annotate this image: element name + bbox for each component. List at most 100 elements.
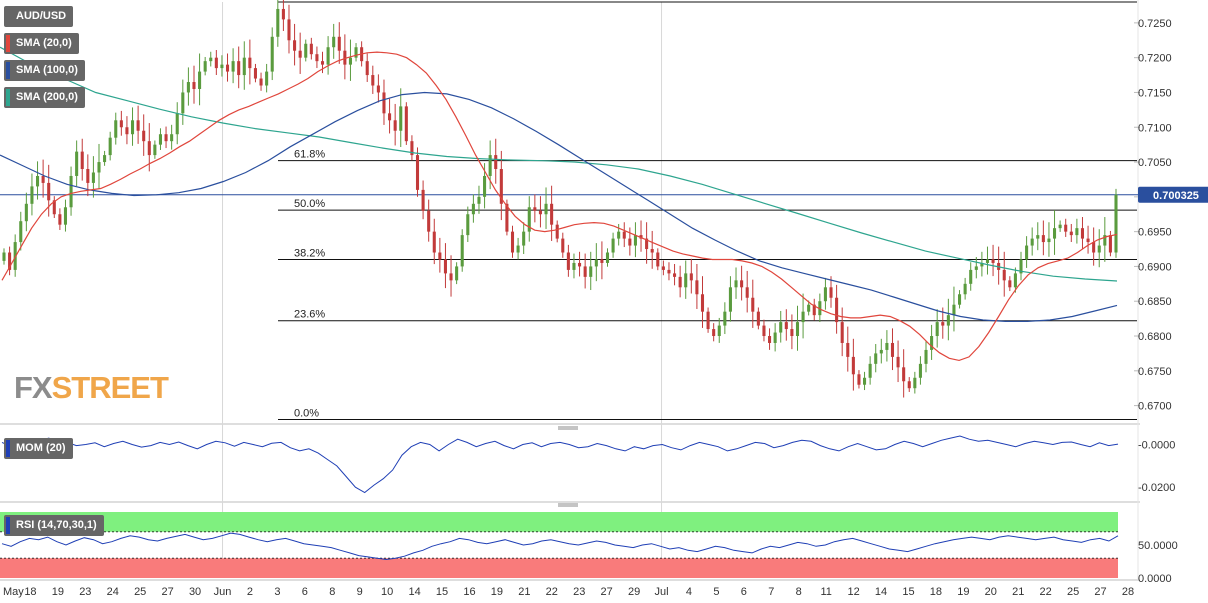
legend-sma20[interactable]: SMA (20,0) bbox=[4, 33, 79, 54]
candle-body bbox=[114, 120, 118, 138]
candle-body bbox=[600, 259, 604, 263]
candle bbox=[538, 196, 542, 228]
x-tick-label: 14 bbox=[408, 586, 420, 598]
candle-body bbox=[248, 57, 252, 69]
candle-body bbox=[24, 203, 28, 222]
candle-body bbox=[1075, 228, 1079, 236]
candle bbox=[332, 23, 336, 59]
candle bbox=[1058, 220, 1062, 232]
y-tick-label: 0.7250 bbox=[1138, 18, 1172, 30]
candle bbox=[63, 199, 68, 232]
mom-y-tick-label: -0.0200 bbox=[1138, 482, 1175, 494]
candle bbox=[516, 237, 520, 260]
y-tick-label: 0.6850 bbox=[1138, 296, 1172, 308]
candle bbox=[449, 255, 453, 297]
candle-body bbox=[583, 266, 587, 277]
candle bbox=[874, 344, 878, 373]
candle bbox=[1092, 227, 1096, 266]
x-tick-label: 21 bbox=[1012, 586, 1024, 598]
candle-body bbox=[58, 214, 62, 225]
x-tick-label: 27 bbox=[1094, 586, 1106, 598]
fibonacci-level-label: 61.8% bbox=[294, 149, 325, 161]
legend-sma100[interactable]: SMA (100,0) bbox=[4, 60, 85, 81]
candle bbox=[896, 340, 900, 383]
x-tick-label: 7 bbox=[768, 586, 774, 598]
candle bbox=[1041, 220, 1045, 256]
x-tick-label: 19 bbox=[491, 586, 503, 598]
candle-body bbox=[393, 120, 397, 131]
candle bbox=[695, 263, 699, 309]
fibonacci-level-label: 50.0% bbox=[294, 198, 325, 210]
candle-body bbox=[611, 238, 615, 253]
candle bbox=[103, 150, 107, 166]
candle bbox=[175, 102, 179, 145]
candle-body bbox=[2, 252, 6, 261]
candle-body bbox=[645, 238, 649, 250]
candle bbox=[2, 248, 6, 265]
legend-sma200[interactable]: SMA (200,0) bbox=[4, 87, 85, 108]
candle bbox=[404, 102, 408, 145]
candle bbox=[293, 23, 297, 66]
candle-body bbox=[633, 235, 637, 246]
candle-body bbox=[1114, 194, 1118, 253]
candle-body bbox=[41, 175, 45, 183]
indicator-layer bbox=[0, 435, 1119, 578]
candle-body bbox=[533, 207, 537, 211]
candle bbox=[52, 196, 56, 218]
candle-body bbox=[974, 266, 978, 270]
candle bbox=[645, 222, 649, 264]
candle bbox=[717, 317, 721, 343]
candle bbox=[19, 211, 23, 251]
candle-body bbox=[958, 294, 962, 305]
candle bbox=[1097, 229, 1101, 268]
candle bbox=[952, 286, 956, 332]
candle-body bbox=[1036, 235, 1040, 239]
candle bbox=[58, 208, 62, 231]
candle bbox=[1075, 218, 1079, 244]
rsi-legend[interactable]: RSI (14,70,30,1) bbox=[4, 515, 104, 536]
legend-symbol[interactable]: AUD/USD bbox=[4, 6, 74, 27]
candle-body bbox=[980, 262, 984, 267]
candle-body bbox=[203, 61, 207, 72]
candle-body bbox=[762, 325, 766, 337]
candle bbox=[572, 253, 576, 279]
candle bbox=[779, 310, 783, 343]
candle-body bbox=[538, 210, 542, 215]
candle bbox=[846, 326, 850, 372]
candle bbox=[605, 248, 610, 267]
candle-body bbox=[466, 214, 470, 236]
candle-body bbox=[19, 221, 23, 243]
x-tick-label: 5 bbox=[713, 586, 719, 598]
x-tick-label: 22 bbox=[546, 586, 558, 598]
fxstreet-watermark-logo: FXSTREET bbox=[14, 370, 169, 405]
candle bbox=[522, 222, 526, 255]
legend-symbol-swatch bbox=[6, 8, 10, 25]
candle-body bbox=[969, 269, 973, 284]
mom-legend[interactable]: MOM (20) bbox=[4, 438, 73, 459]
x-tick-label: 21 bbox=[518, 586, 530, 598]
candle bbox=[751, 279, 755, 328]
candle-body bbox=[1069, 231, 1073, 236]
x-tick-label: 3 bbox=[274, 586, 280, 598]
candle-body bbox=[108, 137, 112, 156]
candle-body bbox=[153, 144, 157, 156]
candle bbox=[723, 302, 727, 335]
candle-body bbox=[728, 287, 732, 312]
candle bbox=[438, 237, 442, 273]
rsi-oversold-band bbox=[0, 558, 1118, 578]
candle-body bbox=[784, 322, 788, 330]
mom-legend-label: MOM (20) bbox=[16, 442, 66, 454]
candle-body bbox=[103, 155, 107, 163]
candle bbox=[276, 0, 280, 47]
rsi-y-tick-label: 0.0000 bbox=[1138, 573, 1172, 585]
candle bbox=[1030, 227, 1034, 256]
x-tick-label: 8 bbox=[329, 586, 335, 598]
candle bbox=[231, 48, 235, 84]
candle bbox=[963, 277, 967, 300]
candle bbox=[253, 63, 257, 83]
candle bbox=[237, 46, 241, 89]
candle-body bbox=[673, 273, 677, 277]
candle-body bbox=[768, 336, 772, 343]
candle-body bbox=[499, 169, 503, 204]
candle bbox=[69, 166, 73, 216]
